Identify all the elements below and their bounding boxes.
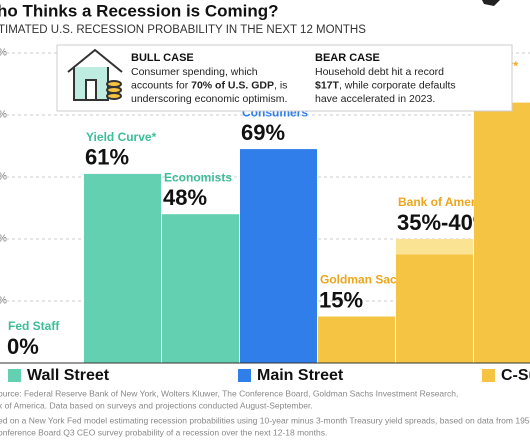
bar bbox=[240, 149, 317, 363]
box-heading: BEAR CASE bbox=[315, 52, 380, 64]
corner-icon bbox=[482, 0, 500, 6]
note: k of America. Data based on surveys and … bbox=[0, 400, 313, 410]
legend-swatch bbox=[482, 369, 495, 382]
category-label: Yield Curve* bbox=[86, 130, 157, 144]
box-text-part: have accelerated in 2023. bbox=[315, 93, 435, 105]
info-box: BULL CASE Consumer spending, whichaccount… bbox=[56, 44, 513, 112]
box-text: have accelerated in 2023. bbox=[315, 93, 435, 105]
bar bbox=[84, 173, 161, 363]
box-text: underscoring economic optimism. bbox=[131, 93, 287, 105]
box-text-part: $17T bbox=[315, 79, 340, 91]
value-label: 15% bbox=[319, 287, 363, 312]
legend-label: Main Street bbox=[257, 367, 344, 384]
box-text: Household debt hit a record bbox=[315, 66, 444, 78]
bar bbox=[474, 102, 530, 363]
box-text-part: accounts for bbox=[131, 79, 191, 91]
box-text: Consumer spending, which bbox=[131, 66, 258, 78]
value-label: 48% bbox=[163, 185, 207, 210]
y-tick-label: % bbox=[0, 234, 7, 245]
bar bbox=[318, 316, 395, 363]
bar bbox=[396, 254, 473, 363]
value-label: 0% bbox=[7, 334, 39, 359]
range-segment bbox=[396, 239, 473, 255]
box-text-part: Household debt hit a record bbox=[315, 66, 444, 78]
value-label: 61% bbox=[85, 145, 129, 170]
note: ource: Federal Reserve Bank of New York,… bbox=[0, 388, 458, 398]
y-tick-label: % bbox=[0, 48, 7, 59]
info-box-frame bbox=[56, 44, 513, 112]
box-text-part: , is bbox=[274, 79, 287, 91]
box-text-part: underscoring economic optimism. bbox=[131, 93, 287, 105]
box-text-part: Consumer spending, which bbox=[131, 66, 258, 78]
box-text: $17T, while corporate defaults bbox=[315, 79, 456, 91]
y-tick-label: % bbox=[0, 110, 7, 121]
box-text: accounts for 70% of U.S. GDP, is bbox=[131, 79, 287, 91]
box-heading: BULL CASE bbox=[131, 52, 194, 64]
legend-swatch bbox=[8, 369, 21, 382]
y-tick-label: % bbox=[0, 172, 7, 183]
box-text-part: , while corporate defaults bbox=[339, 79, 456, 91]
legend: Wall Street Main Street C-Su bbox=[8, 367, 530, 384]
bar bbox=[162, 214, 239, 363]
value-label: 69% bbox=[241, 120, 285, 145]
note: onference Board Q3 CEO survey probabilit… bbox=[0, 427, 327, 437]
category-label: Fed Staff bbox=[8, 319, 60, 333]
category-label: Bank of America bbox=[398, 195, 493, 209]
house-icon bbox=[67, 48, 123, 101]
note: ed on a New York Fed model estimating re… bbox=[0, 415, 530, 425]
chart-subtitle: TIMATED U.S. RECESSION PROBABILITY IN TH… bbox=[0, 24, 366, 36]
legend-label: C-Su bbox=[501, 367, 530, 384]
chart-title: ho Thinks a Recession is Coming? bbox=[0, 1, 279, 20]
box-text-part: 70% of U.S. GDP bbox=[191, 79, 274, 91]
legend-swatch bbox=[238, 369, 251, 382]
legend-label: Wall Street bbox=[27, 367, 110, 384]
category-label: Economists bbox=[164, 170, 232, 184]
y-tick-label: % bbox=[0, 296, 7, 307]
notes: ource: Federal Reserve Bank of New York,… bbox=[0, 388, 530, 437]
category-label: Goldman Sachs bbox=[320, 273, 411, 287]
